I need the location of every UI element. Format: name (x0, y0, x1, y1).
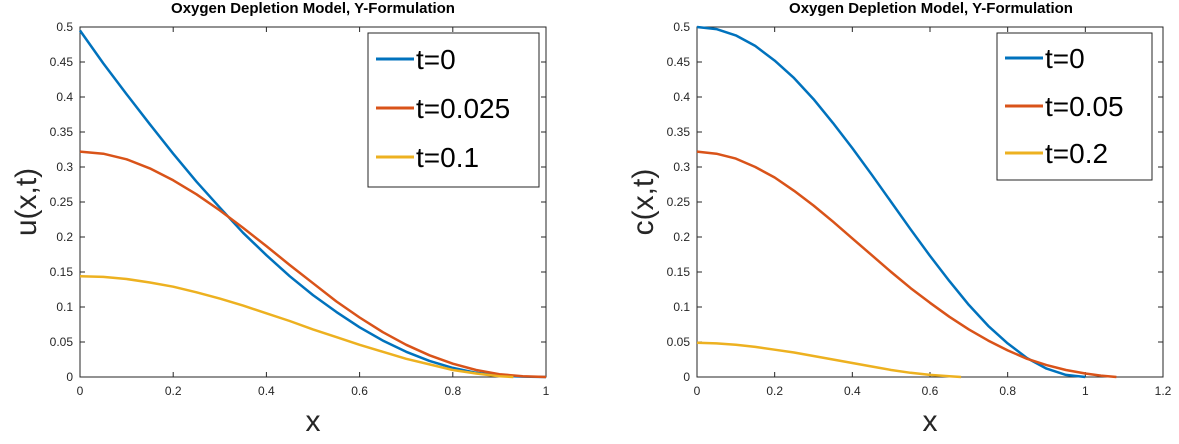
y-tick-label: 0.15 (50, 265, 74, 279)
x-tick-label: 0.8 (999, 384, 1016, 398)
y-tick-label: 0.15 (667, 265, 691, 279)
y-tick-label: 0.35 (50, 125, 74, 139)
legend: t=0 t=0.05 t=0.2 (996, 32, 1153, 181)
y-tick-label: 0.05 (50, 335, 74, 349)
series-line-t=0.2 (696, 341, 962, 379)
x-tick-label: 0.4 (844, 384, 861, 398)
x-tick-label: 0.2 (766, 384, 783, 398)
y-tick-label: 0.25 (667, 195, 691, 209)
series-line-t=0.1 (79, 274, 514, 379)
chart-title: Oxygen Depletion Model, Y-Formulation (171, 0, 455, 17)
legend-entry: t=0.2 (1045, 138, 1108, 169)
x-tick-label: 0.4 (258, 384, 275, 398)
y-tick-label: 0.25 (50, 195, 74, 209)
x-tick-label: 0.8 (444, 384, 461, 398)
x-tick-label: 1 (543, 384, 550, 398)
legend-entry: t=0.025 (416, 93, 510, 124)
y-tick-label: 0.35 (667, 125, 691, 139)
series-lines (696, 25, 1117, 379)
y-tick-label: 0.1 (673, 300, 690, 314)
y-tick-label: 0.45 (50, 55, 74, 69)
y-tick-label: 0.45 (667, 55, 691, 69)
x-tick-label: 0.6 (351, 384, 368, 398)
y-axis-label: u(x,t) (10, 168, 43, 236)
y-axis-label: c(x,t) (627, 169, 660, 236)
y-tick-label: 0 (66, 370, 73, 384)
y-tick-label: 0.5 (673, 20, 690, 34)
series-line-t=0.025 (79, 150, 547, 379)
x-axis-label: x (306, 405, 321, 438)
legend: t=0 t=0.025 t=0.1 (367, 32, 540, 188)
y-tick-label: 0.4 (673, 90, 690, 104)
y-tick-label: 0.4 (56, 90, 73, 104)
axis-ticks: 0 0.2 0.4 0.6 0.8 1 0 0.05 0.1 0.15 0.2 0.25 0.3 0.35… (50, 20, 550, 398)
y-tick-label: 0.3 (673, 160, 690, 174)
series-line-t=0 (696, 25, 1086, 379)
legend-entry: t=0.1 (416, 142, 479, 173)
axis-ticks: 0 0.2 0.4 0.6 0.8 1 1.2 0 0.05 0.1 0.15 0.2 0.25 0.3 0… (667, 20, 1172, 398)
legend-entry: t=0 (416, 44, 456, 75)
series-lines (78, 29, 547, 379)
y-tick-label: 0 (683, 370, 690, 384)
y-tick-label: 0.3 (56, 160, 73, 174)
y-tick-label: 0.1 (56, 300, 73, 314)
x-tick-label: 0.2 (165, 384, 182, 398)
series-line-t=0.05 (696, 150, 1117, 379)
x-tick-label: 1.2 (1155, 384, 1172, 398)
x-tick-label: 0 (694, 384, 701, 398)
x-tick-label: 1 (1082, 384, 1089, 398)
legend-entry: t=0 (1045, 43, 1085, 74)
y-tick-label: 0.5 (56, 20, 73, 34)
x-axis-label: x (923, 405, 938, 438)
x-tick-label: 0.6 (922, 384, 939, 398)
x-tick-label: 0 (77, 384, 84, 398)
y-tick-label: 0.2 (56, 230, 73, 244)
y-tick-label: 0.2 (673, 230, 690, 244)
legend-entry: t=0.05 (1045, 91, 1124, 122)
chart-title: Oxygen Depletion Model, Y-Formulation (789, 0, 1073, 17)
y-tick-label: 0.05 (667, 335, 691, 349)
